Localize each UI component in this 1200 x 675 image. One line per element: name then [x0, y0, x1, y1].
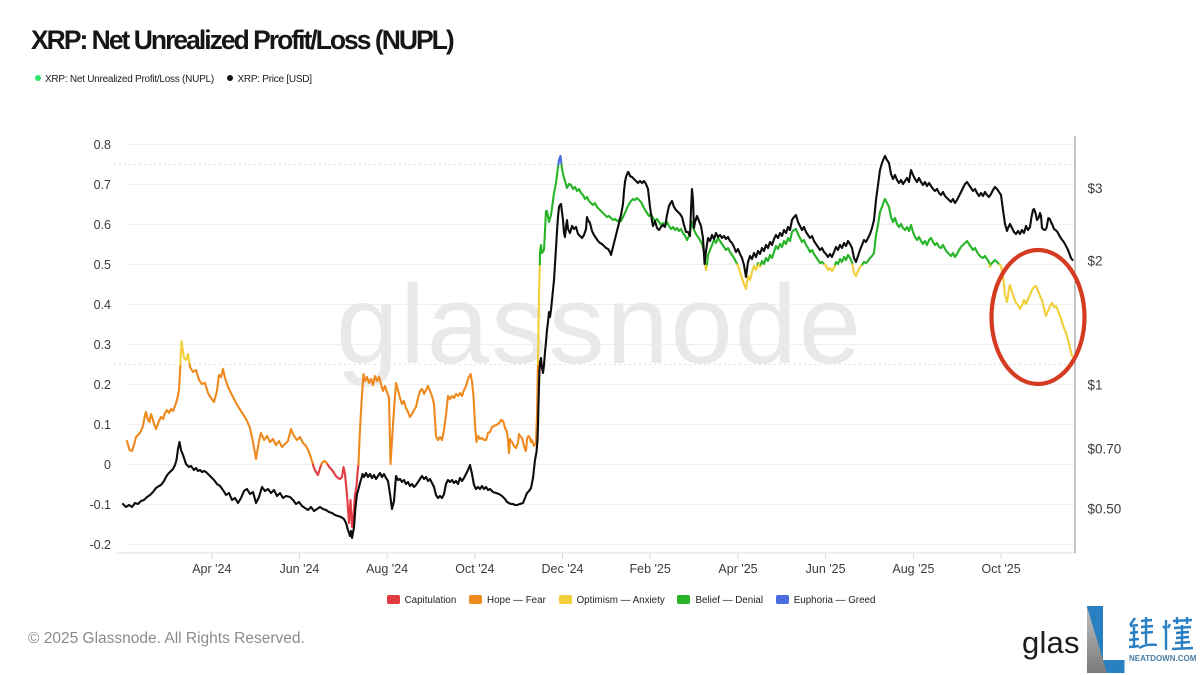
svg-text:Oct '25: Oct '25	[981, 562, 1020, 576]
svg-text:$0.70: $0.70	[1088, 441, 1122, 456]
svg-text:0.3: 0.3	[94, 338, 111, 352]
svg-text:Feb '25: Feb '25	[630, 562, 671, 576]
svg-text:0: 0	[104, 458, 111, 472]
svg-text:$1: $1	[1088, 378, 1103, 393]
svg-text:0.5: 0.5	[94, 258, 111, 272]
svg-text:Apr '24: Apr '24	[192, 562, 231, 576]
svg-text:Apr '25: Apr '25	[718, 562, 757, 576]
svg-text:glassnode: glassnode	[336, 262, 863, 387]
svg-text:Jun '25: Jun '25	[806, 562, 846, 576]
svg-text:$3: $3	[1088, 181, 1103, 196]
svg-text:0.7: 0.7	[94, 178, 111, 192]
svg-text:-0.1: -0.1	[89, 498, 111, 512]
svg-text:Dec '24: Dec '24	[542, 562, 584, 576]
svg-text:Oct '24: Oct '24	[455, 562, 494, 576]
svg-text:$2: $2	[1088, 253, 1103, 268]
svg-text:0.8: 0.8	[94, 138, 111, 152]
svg-text:-0.2: -0.2	[89, 538, 111, 552]
svg-text:$0.50: $0.50	[1088, 502, 1122, 517]
svg-text:Aug '24: Aug '24	[366, 562, 408, 576]
svg-text:0.1: 0.1	[94, 418, 111, 432]
svg-text:0.2: 0.2	[94, 378, 111, 392]
svg-text:0.4: 0.4	[94, 298, 111, 312]
svg-text:Jun '24: Jun '24	[279, 562, 319, 576]
svg-text:0.6: 0.6	[94, 218, 111, 232]
svg-text:Aug '25: Aug '25	[892, 562, 934, 576]
